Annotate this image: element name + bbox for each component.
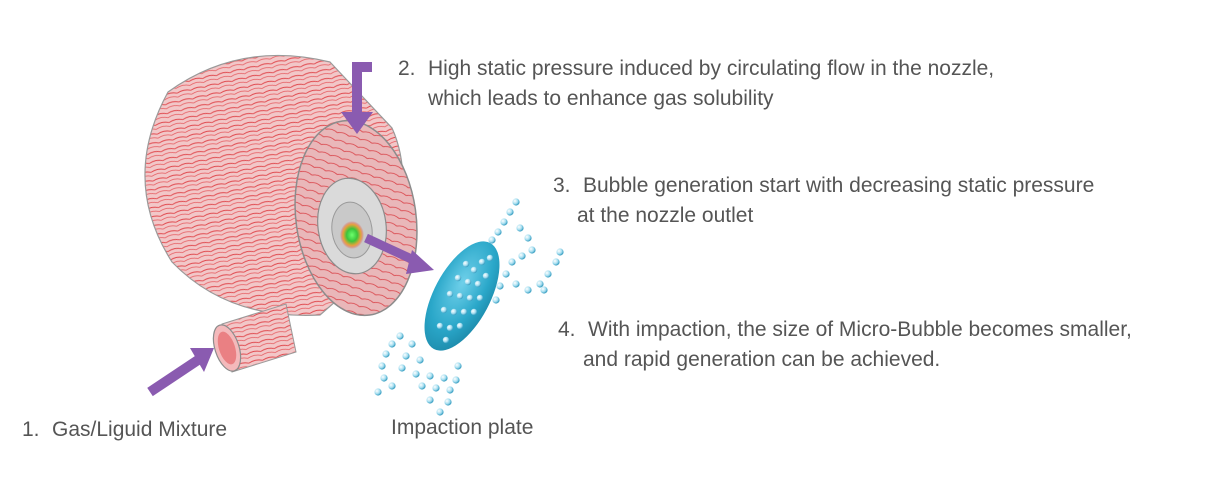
step-2-line-2: which leads to enhance gas solubility (428, 87, 774, 110)
bubbles-scattered (488, 198, 564, 304)
step-3-number: 3. (553, 174, 571, 197)
step-3-line-1: Bubble generation start with decreasing … (583, 174, 1095, 197)
arrow-outlet-to-plate (364, 233, 434, 274)
label-step-4: 4. With impaction, the size of Micro-Bubb… (558, 315, 1132, 375)
label-step-2: 2. High static pressure induced by circul… (398, 54, 994, 114)
arrow-inlet-feed (147, 348, 214, 397)
bubbles-on-plate (436, 254, 494, 344)
step-4-number: 4. (558, 318, 576, 341)
inlet-pipe (212, 303, 297, 373)
outlet-core (340, 221, 364, 249)
label-step-3: 3. Bubble generation start with decreasin… (553, 171, 1094, 231)
nozzle-body (144, 54, 418, 317)
label-impaction-plate: Impaction plate (391, 416, 534, 439)
step-3-line-2: at the nozzle outlet (577, 204, 754, 227)
step-4-line-1: With impaction, the size of Micro-Bubble… (588, 318, 1132, 341)
label-step-1: 1. Gas/Liguid Mixture (22, 415, 227, 445)
step-4-line-2: and rapid generation can be achieved. (583, 348, 941, 371)
step-2-number: 2. (398, 57, 416, 80)
step-1-number: 1. (22, 418, 40, 441)
arrow-into-nozzle (341, 62, 373, 134)
step-2-line-1: High static pressure induced by circulat… (428, 57, 995, 80)
bubbles-lower (374, 332, 462, 416)
step-1-text: Gas/Liguid Mixture (52, 418, 228, 441)
